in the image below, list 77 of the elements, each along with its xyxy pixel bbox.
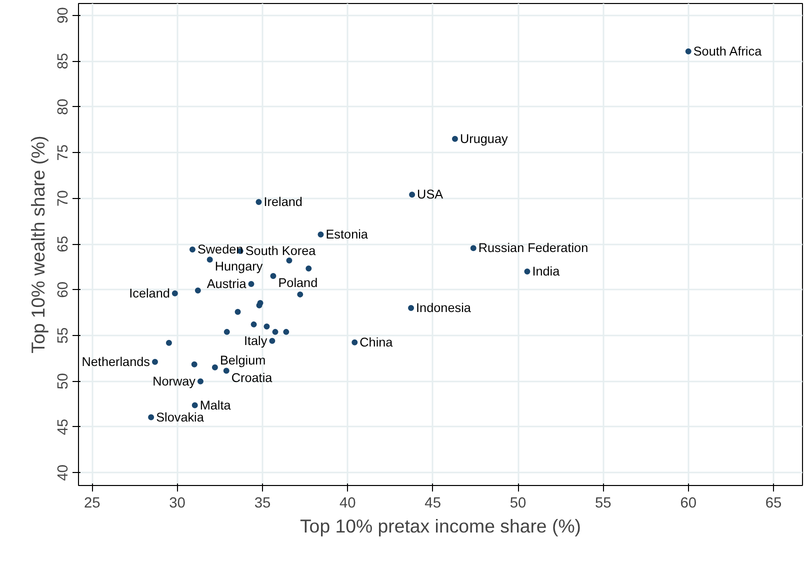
point [409, 192, 416, 198]
annotation: Iceland [129, 286, 170, 300]
point [470, 245, 476, 252]
point [264, 323, 270, 330]
point [234, 308, 241, 315]
y-tick-label: 90 [56, 7, 72, 24]
x-tick-label: 60 [680, 496, 697, 512]
y-tick-label: 75 [56, 144, 72, 161]
x-axis-title: Top 10% pretax income share (%) [300, 516, 582, 536]
point [194, 288, 201, 294]
point [685, 48, 692, 54]
x-tick-label: 65 [765, 496, 782, 512]
point [189, 246, 196, 253]
annotation: Estonia [326, 228, 369, 242]
annotation: Uruguay [460, 132, 508, 146]
annotation: India [532, 264, 561, 278]
annotation: Italy [244, 334, 268, 348]
point [256, 198, 262, 205]
point [212, 364, 218, 370]
x-tick-label: 35 [254, 496, 271, 512]
point [286, 258, 292, 264]
annotation: China [360, 335, 394, 350]
point [248, 281, 254, 288]
point [192, 402, 198, 408]
point [318, 232, 324, 238]
x-tick-label: 50 [510, 496, 526, 512]
annotation: Austria [206, 277, 248, 292]
point [172, 290, 178, 296]
annotation: Norway [152, 374, 196, 388]
annotation: Netherlands [82, 354, 150, 369]
x-tick-label: 55 [595, 496, 612, 512]
annotation: Indonesia [416, 300, 472, 315]
point [283, 328, 290, 335]
y-tick-label: 50 [56, 373, 72, 390]
y-tick-label: 55 [56, 327, 72, 344]
point [306, 265, 312, 272]
y-tick-label: 70 [56, 190, 72, 206]
y-tick-label: 60 [56, 282, 72, 298]
x-tick-label: 45 [424, 496, 441, 512]
y-axis-title: Top 10% wealth share (%) [28, 136, 48, 354]
annotation: Hungary [214, 260, 264, 274]
point [270, 273, 276, 280]
point [206, 256, 213, 263]
point [452, 136, 458, 142]
point [152, 358, 158, 365]
point [224, 328, 230, 335]
point [272, 328, 278, 335]
annotation: Russian Federation [478, 241, 588, 256]
point [166, 340, 172, 346]
point [408, 304, 414, 311]
x-tick-label: 30 [169, 496, 186, 512]
point [148, 414, 154, 420]
annotation: Sweden [197, 242, 244, 257]
y-tick-label: 85 [56, 52, 72, 70]
annotation: Ireland [264, 194, 302, 209]
point [223, 368, 230, 374]
annotation: USA [417, 188, 444, 202]
annotation: Malta [200, 398, 232, 412]
annotation: Slovakia [156, 410, 205, 424]
annotation: Belgium [220, 353, 266, 368]
y-tick-label: 80 [56, 98, 72, 115]
y-tick-label: 45 [56, 418, 72, 436]
annotation: South Korea [245, 244, 317, 258]
point [250, 321, 257, 328]
annotation: Poland [278, 276, 318, 290]
point [197, 378, 204, 384]
point [524, 268, 530, 274]
point [297, 291, 304, 298]
point [191, 361, 198, 368]
y-tick-label: 40 [56, 464, 72, 481]
point [352, 339, 358, 346]
annotation: Croatia [231, 370, 274, 385]
annotation: South Africa [693, 44, 763, 58]
point [269, 338, 276, 344]
x-tick-label: 40 [340, 496, 356, 512]
x-tick-label: 25 [84, 496, 100, 512]
y-tick-label: 65 [56, 236, 72, 252]
